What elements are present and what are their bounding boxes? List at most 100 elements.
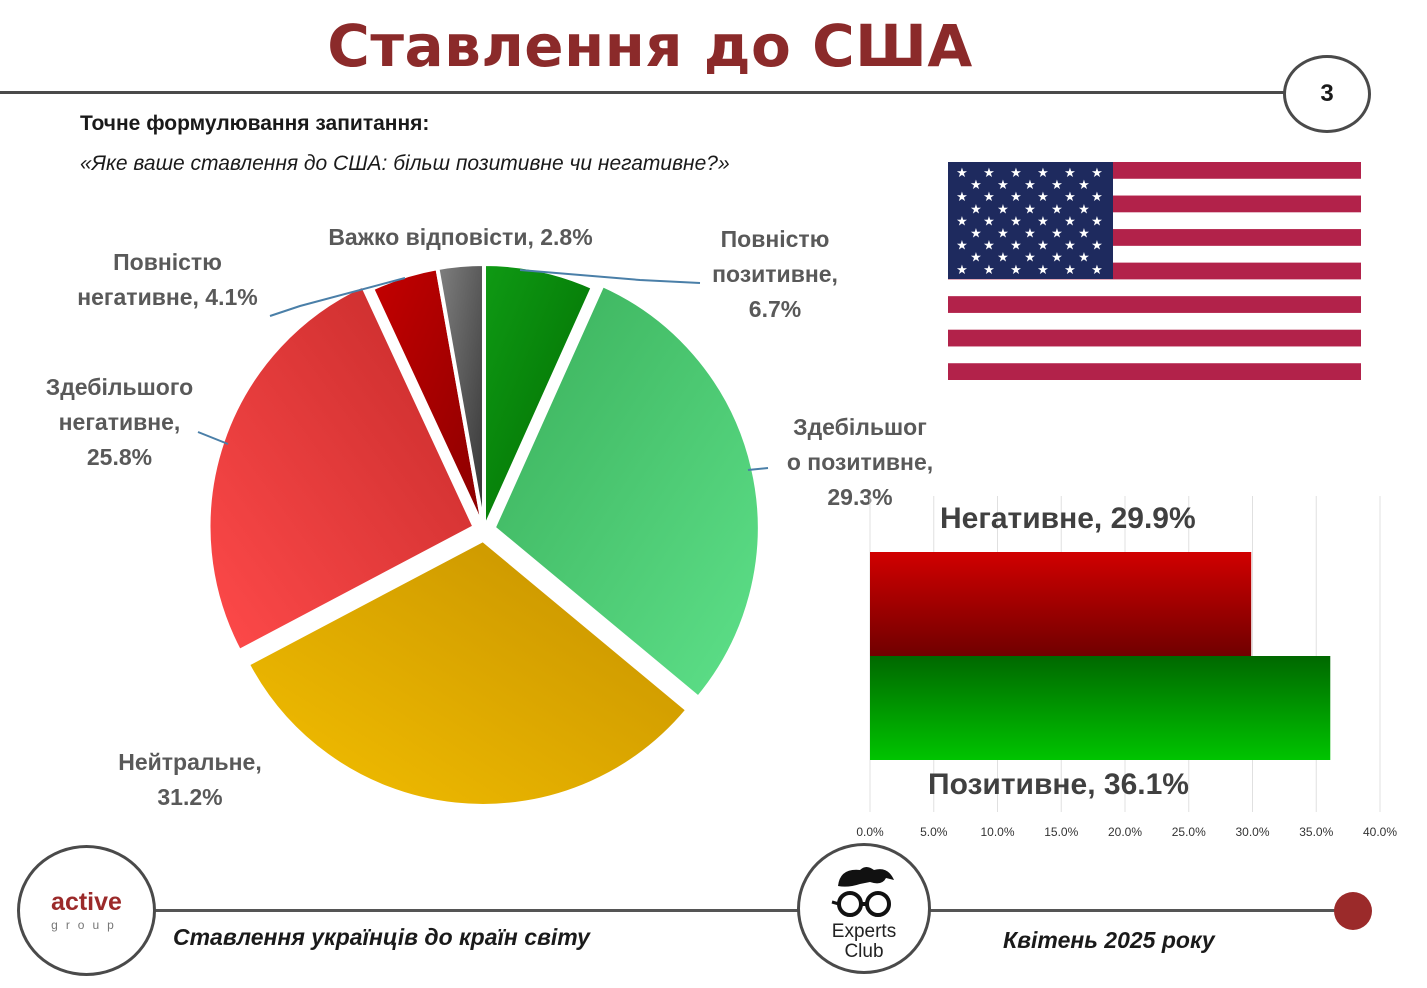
logo-center-line: Experts bbox=[831, 921, 897, 942]
flag-star: ★ bbox=[970, 251, 982, 266]
flag-star: ★ bbox=[956, 263, 968, 278]
flag-star: ★ bbox=[970, 227, 982, 242]
logo-word: active bbox=[51, 888, 122, 916]
logo-subword: group bbox=[51, 918, 122, 932]
flag-star: ★ bbox=[1078, 202, 1090, 217]
pie-label-line: 6.7% bbox=[748, 296, 802, 322]
flag-star: ★ bbox=[1024, 227, 1036, 242]
pie-label-line: 25.8% bbox=[86, 444, 153, 470]
pie-slice-very-positive bbox=[482, 261, 596, 531]
flag-star: ★ bbox=[1064, 214, 1076, 229]
flag-star: ★ bbox=[1091, 190, 1103, 205]
flag-star: ★ bbox=[1010, 263, 1022, 278]
flag-star: ★ bbox=[956, 190, 968, 205]
flag-star: ★ bbox=[1037, 166, 1049, 181]
pie-label-very-negative: Повністю негативне, 4.1% bbox=[45, 245, 290, 315]
pie-label-very-positive: Повністю позитивне, 6.7% bbox=[690, 222, 860, 327]
flag-star: ★ bbox=[1064, 239, 1076, 254]
pie-label-line: Важко відповісти, 2.8% bbox=[328, 224, 593, 250]
pie-label-line: негативне, 4.1% bbox=[77, 284, 258, 310]
us-flag-icon: ★ ★ ★ ★ ★ ★★ ★ ★ ★ ★★ ★ ★ ★ ★ ★★ ★ ★ ★ ★★ ★ ★ ★ ★ ★★ ★ ★ ★ ★★ ★ ★ ★ ★ ★★… bbox=[948, 162, 1361, 380]
flag-star: ★ bbox=[983, 166, 995, 181]
pie-label-line: позитивне, bbox=[712, 261, 838, 287]
question-text: «Яке ваше ставлення до США: більш позити… bbox=[80, 152, 730, 175]
flag-star: ★ bbox=[983, 190, 995, 205]
bar-chart-plot bbox=[869, 496, 1381, 812]
bar-axis-tick-label: 35.0% bbox=[1299, 825, 1334, 839]
flag-stripe bbox=[948, 296, 1361, 314]
flag-star: ★ bbox=[1064, 166, 1076, 181]
footer-survey-title: Ставлення українців до країн світу bbox=[173, 924, 590, 950]
question-label: Точне формулювання запитання: bbox=[80, 112, 430, 135]
flag-star: ★ bbox=[983, 239, 995, 254]
pie-label-line: Повністю bbox=[113, 249, 222, 275]
pie-label-line: Нейтральне, bbox=[118, 749, 262, 775]
flag-star: ★ bbox=[1091, 239, 1103, 254]
pie-label-line: о позитивне, bbox=[786, 449, 934, 475]
flag-stripe bbox=[948, 312, 1361, 331]
bar-positive bbox=[870, 656, 1331, 760]
pie-label-neutral: Нейтральне, 31.2% bbox=[95, 745, 285, 815]
bar-axis-tick-label: 10.0% bbox=[980, 825, 1015, 839]
flag-star: ★ bbox=[1091, 263, 1103, 278]
bar-axis-tick-label: 5.0% bbox=[920, 825, 948, 839]
bar-chart: Негативне, 29.9% Позитивне, 36.1% bbox=[868, 496, 1382, 812]
flag-star: ★ bbox=[1010, 166, 1022, 181]
flag-star: ★ bbox=[1037, 263, 1049, 278]
flag-star: ★ bbox=[1051, 227, 1063, 242]
bottom-dot-decoration bbox=[1334, 892, 1372, 930]
active-group-logo: active group bbox=[17, 845, 156, 976]
leader-line-mostly-positive bbox=[747, 467, 769, 471]
page-title: Ставлення до США bbox=[327, 12, 973, 80]
pie-label-line: Повністю bbox=[720, 226, 830, 252]
flag-star: ★ bbox=[997, 178, 1009, 193]
flag-star: ★ bbox=[1091, 166, 1103, 181]
top-divider bbox=[0, 91, 1290, 94]
flag-star: ★ bbox=[1037, 214, 1049, 229]
flag-star: ★ bbox=[1064, 190, 1076, 205]
logo-center-text: Experts Club bbox=[800, 922, 928, 962]
flag-star: ★ bbox=[1078, 251, 1090, 266]
flag-star: ★ bbox=[983, 214, 995, 229]
pie-slice-mostly-positive bbox=[491, 282, 762, 701]
flag-star: ★ bbox=[1064, 263, 1076, 278]
bar-axis-ticks: 0.0% 5.0% 10.0% 15.0% 20.0% 25.0% 30.0% 35.0% 40… bbox=[0, 825, 1427, 845]
flag-star: ★ bbox=[1024, 178, 1036, 193]
pie-slice-neutral bbox=[245, 537, 691, 808]
bar-axis-tick-label: 0.0% bbox=[856, 825, 884, 839]
leader-line-very-negative bbox=[269, 277, 406, 317]
leader-line-very-positive bbox=[519, 269, 701, 284]
bar-label-negative: Негативне, 29.9% bbox=[940, 502, 1196, 535]
flag-stripe bbox=[948, 279, 1361, 297]
flag-star: ★ bbox=[1024, 202, 1036, 217]
flag-stripe bbox=[948, 346, 1361, 364]
flag-star: ★ bbox=[1037, 239, 1049, 254]
flag-star: ★ bbox=[1037, 190, 1049, 205]
bar-axis-tick-label: 20.0% bbox=[1107, 825, 1143, 839]
bar-axis-tick-label: 30.0% bbox=[1235, 825, 1270, 839]
bar-negative bbox=[870, 552, 1252, 656]
pie-label-line: 29.3% bbox=[827, 484, 893, 510]
experts-club-logo: Experts Club bbox=[797, 843, 931, 974]
bar-label-positive: Позитивне, 36.1% bbox=[928, 768, 1189, 801]
flag-stripe bbox=[948, 363, 1361, 380]
flag-star: ★ bbox=[956, 239, 968, 254]
flag-star: ★ bbox=[956, 166, 968, 181]
page-number-badge: 3 bbox=[1283, 55, 1371, 133]
flag-star: ★ bbox=[1051, 178, 1063, 193]
pie-label-line: Здебільшого bbox=[45, 374, 194, 400]
flag-stripe bbox=[948, 329, 1361, 347]
flag-star: ★ bbox=[997, 202, 1009, 217]
flag-star: ★ bbox=[1024, 251, 1036, 266]
flag-star: ★ bbox=[997, 251, 1009, 266]
leader-line-mostly-negative bbox=[197, 431, 229, 445]
flag-star: ★ bbox=[1078, 227, 1090, 242]
glasses-face-icon bbox=[831, 867, 894, 917]
flag-star: ★ bbox=[997, 227, 1009, 242]
flag-star: ★ bbox=[970, 178, 982, 193]
flag-star: ★ bbox=[1010, 214, 1022, 229]
bar-axis-tick-label: 15.0% bbox=[1044, 825, 1079, 839]
pie-label-line: Здебільшог bbox=[793, 414, 927, 440]
pie-label-mostly-negative: Здебільшого негативне, 25.8% bbox=[22, 370, 217, 475]
